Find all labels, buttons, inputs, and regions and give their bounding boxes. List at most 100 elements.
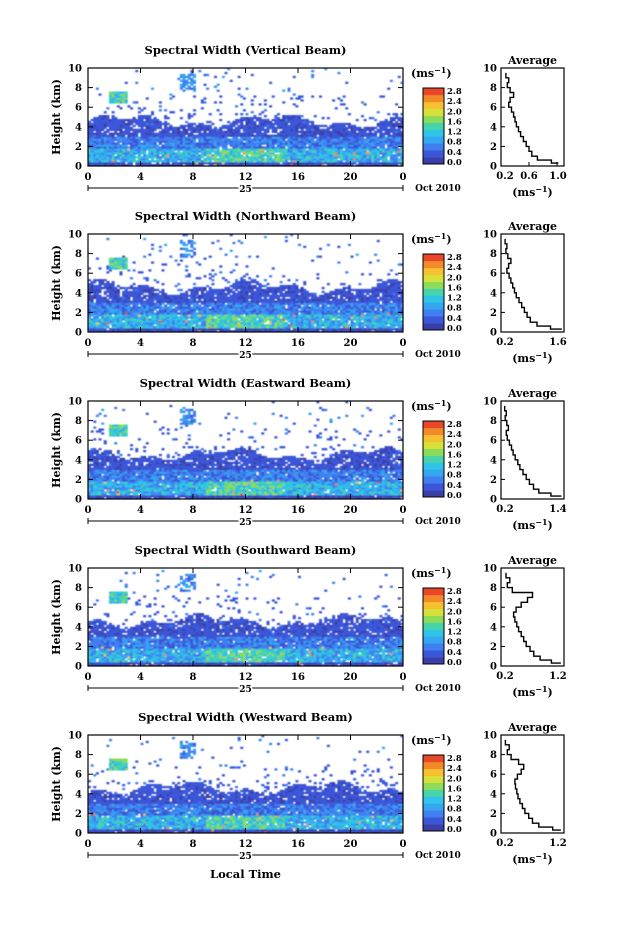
heatmap-cell	[269, 122, 273, 126]
heatmap-cell	[98, 124, 102, 128]
heatmap-cell	[326, 314, 330, 317]
heatmap-cell	[111, 300, 115, 303]
heatmap-cell	[363, 128, 367, 132]
heatmap-cell	[295, 105, 299, 108]
heatmap-cell	[114, 296, 118, 299]
heatmap-cell	[90, 308, 94, 311]
heatmap-cell	[363, 296, 367, 299]
heatmap-cell	[200, 312, 204, 315]
heatmap-cell	[237, 158, 241, 161]
heatmap-cell	[303, 296, 307, 299]
heatmap-cell	[140, 124, 144, 128]
heatmap-cell	[313, 310, 317, 313]
heatmap-cell	[350, 296, 354, 299]
heatmap-cell	[347, 308, 351, 311]
heatmap-cell	[282, 158, 286, 161]
heatmap-cell	[151, 164, 155, 167]
heatmap-cell	[303, 122, 307, 126]
heatmap-cell	[203, 152, 207, 155]
heatmap-cell	[384, 162, 388, 165]
heatmap-cell	[221, 146, 225, 149]
heatmap-cell	[237, 150, 241, 153]
heatmap-cell	[258, 126, 262, 130]
heatmap-cell	[329, 154, 333, 157]
heatmap-cell	[300, 308, 304, 311]
heatmap-cell	[382, 142, 386, 145]
heatmap-cell	[229, 148, 233, 151]
heatmap-cell	[332, 310, 336, 313]
heatmap-cell	[316, 324, 320, 327]
heatmap-cell	[153, 302, 157, 305]
heatmap-cell	[363, 308, 367, 311]
heatmap-cell	[137, 302, 141, 305]
heatmap-cell	[313, 128, 317, 132]
heatmap-cell	[153, 122, 157, 126]
heatmap-cell	[182, 306, 186, 309]
heatmap-cell	[111, 302, 115, 305]
heatmap-cell	[311, 162, 315, 165]
heatmap-cell	[106, 162, 110, 165]
heatmap-cell	[271, 130, 275, 133]
avg-x-tick-label: 0.6	[520, 171, 537, 182]
heatmap-cell	[109, 93, 113, 96]
heatmap-cell	[379, 326, 383, 329]
heatmap-cell	[282, 122, 286, 126]
heatmap-cell	[174, 312, 178, 315]
heatmap-cell	[253, 142, 257, 145]
heatmap-cell	[206, 160, 210, 163]
heatmap-cell	[361, 310, 365, 313]
heatmap-cell	[111, 312, 115, 315]
heatmap-cell	[279, 158, 283, 161]
heatmap-cell	[397, 160, 401, 163]
heatmap-cell	[305, 160, 309, 163]
heatmap-cell	[271, 154, 275, 157]
heatmap-cell	[350, 138, 354, 141]
heatmap-cell	[221, 164, 225, 167]
heatmap-cell	[179, 83, 183, 86]
heatmap-cell	[287, 306, 291, 309]
heatmap-cell	[224, 320, 228, 323]
heatmap-cell	[266, 148, 270, 151]
heatmap-cell	[122, 93, 126, 96]
heatmap-cell	[111, 154, 115, 157]
heatmap-cell	[376, 300, 380, 303]
heatmap-cell	[313, 316, 317, 319]
heatmap-cell	[135, 156, 139, 159]
heatmap-cell	[195, 150, 199, 153]
heatmap-cell	[361, 128, 365, 132]
heatmap-cell	[332, 138, 336, 141]
heatmap-cell	[303, 146, 307, 149]
heatmap-cell	[298, 148, 302, 151]
heatmap-cell	[190, 298, 194, 301]
heatmap-cell	[106, 306, 110, 309]
heatmap-cell	[313, 298, 317, 301]
heatmap-cell	[389, 314, 393, 317]
heatmap-cell	[400, 302, 404, 305]
heatmap-cell	[221, 160, 225, 163]
heatmap-cell	[221, 306, 225, 309]
heatmap-cell	[124, 122, 128, 126]
heatmap-cell	[277, 146, 281, 149]
heatmap-cell	[148, 144, 152, 147]
heatmap-cell	[389, 118, 393, 122]
heatmap-cell	[130, 118, 134, 122]
heatmap-cell	[135, 132, 139, 135]
heatmap-cell	[277, 316, 281, 319]
heatmap-cell	[216, 160, 220, 163]
heatmap-cell	[206, 138, 210, 141]
heatmap-cell	[242, 312, 246, 315]
heatmap-cell	[151, 111, 155, 114]
heatmap-cell	[93, 136, 97, 139]
heatmap-cell	[135, 81, 139, 84]
heatmap-cell	[101, 318, 105, 321]
heatmap-cell	[232, 324, 236, 327]
heatmap-cell	[224, 304, 228, 307]
heatmap-cell	[282, 156, 286, 159]
heatmap-cell	[206, 132, 210, 135]
heatmap-cell	[135, 144, 139, 147]
heatmap-cell	[140, 312, 144, 315]
heatmap-cell	[261, 310, 265, 313]
heatmap-cell	[182, 300, 186, 303]
heatmap-cell	[353, 138, 357, 141]
heatmap-cell	[363, 324, 367, 327]
